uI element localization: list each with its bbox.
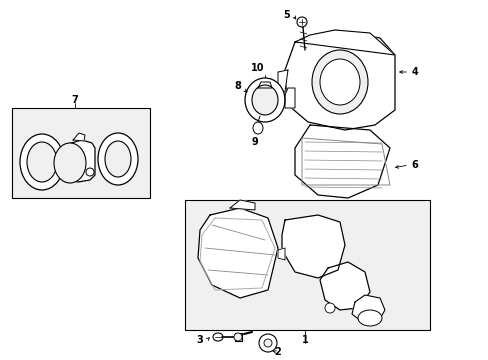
Ellipse shape [234, 333, 242, 341]
Ellipse shape [54, 143, 86, 183]
Polygon shape [64, 140, 95, 182]
Ellipse shape [319, 59, 359, 105]
Ellipse shape [244, 78, 285, 122]
Polygon shape [319, 262, 369, 310]
Text: 3: 3 [196, 335, 203, 345]
Ellipse shape [325, 303, 334, 313]
Polygon shape [294, 30, 394, 55]
Ellipse shape [98, 133, 138, 185]
Ellipse shape [86, 168, 94, 176]
Text: 4: 4 [411, 67, 418, 77]
Text: 1: 1 [301, 335, 308, 345]
Polygon shape [351, 295, 384, 322]
Ellipse shape [296, 17, 306, 27]
Polygon shape [282, 215, 345, 278]
Ellipse shape [264, 339, 271, 347]
Ellipse shape [311, 50, 367, 114]
Polygon shape [198, 208, 278, 298]
Ellipse shape [259, 334, 276, 352]
Bar [12, 108, 150, 198]
Polygon shape [278, 248, 285, 260]
Ellipse shape [213, 333, 223, 341]
Polygon shape [278, 70, 287, 92]
Polygon shape [235, 333, 242, 341]
Text: 8: 8 [234, 81, 241, 91]
Ellipse shape [27, 142, 57, 182]
Polygon shape [258, 82, 271, 88]
Ellipse shape [357, 310, 381, 326]
Ellipse shape [105, 141, 131, 177]
Polygon shape [294, 125, 389, 198]
Polygon shape [229, 200, 254, 210]
Text: 5: 5 [283, 10, 290, 20]
Text: 6: 6 [411, 160, 418, 170]
Polygon shape [73, 133, 85, 141]
Ellipse shape [251, 85, 278, 115]
Text: 2: 2 [274, 347, 281, 357]
Bar [184, 200, 429, 330]
Ellipse shape [20, 134, 64, 190]
Text: 10: 10 [251, 63, 264, 73]
Polygon shape [285, 88, 294, 108]
Text: 9: 9 [251, 137, 258, 147]
Ellipse shape [252, 122, 263, 134]
Text: 7: 7 [71, 95, 78, 105]
Polygon shape [285, 30, 394, 130]
